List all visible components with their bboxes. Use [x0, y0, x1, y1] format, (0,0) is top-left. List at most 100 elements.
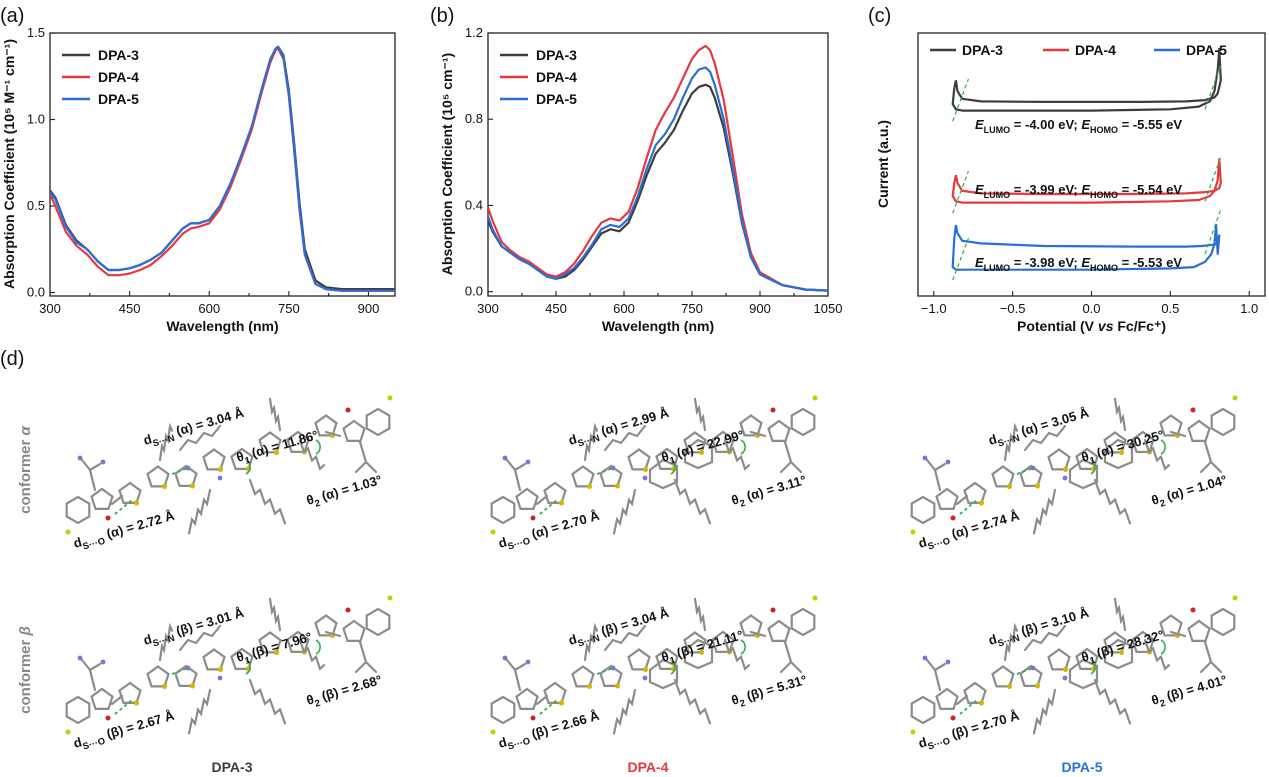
h-bond-s-o	[539, 499, 558, 515]
text-run: LUMO	[984, 263, 1011, 273]
text-run: d	[987, 631, 999, 648]
molecule-structure	[910, 595, 1238, 735]
text-run: θ	[730, 492, 741, 508]
distance-label-s-n: dS···N (β) = 3.01 Å	[142, 605, 247, 651]
ring-bond	[230, 647, 254, 670]
y-tick-label: 1.2	[465, 25, 483, 40]
panel-label-d: (d)	[0, 348, 24, 370]
ring-bond	[365, 607, 391, 637]
text-run: = -5.54 eV	[1118, 182, 1182, 197]
nitrogen-atom	[100, 659, 106, 665]
text-run: 2	[739, 698, 747, 709]
x-tick-label: −0.5	[1000, 301, 1026, 316]
onset-tangent	[952, 170, 970, 214]
alkyl-chain	[158, 422, 174, 462]
ring-bond	[991, 465, 1015, 488]
text-run: (β) = 2.68°	[316, 672, 383, 704]
alkyl-chain	[1023, 624, 1067, 652]
dicyano-bond	[925, 458, 947, 492]
text-run: θ	[1080, 649, 1091, 665]
text-run: 1	[244, 655, 252, 666]
oxygen-atom	[105, 515, 111, 521]
dicyano-bond	[80, 458, 102, 492]
molecule-structure	[910, 395, 1238, 535]
ring-bond	[767, 619, 791, 642]
alkyl-chain	[612, 488, 637, 535]
oxygen-atom	[950, 715, 956, 721]
sulfur-atom	[217, 466, 224, 472]
nitrogen-atom	[185, 665, 191, 671]
ring-bond	[767, 419, 791, 442]
distance-label-s-o: dS···O (α) = 2.74 Å	[917, 508, 1023, 554]
ring-bond	[1159, 614, 1183, 637]
series-group	[951, 47, 1222, 281]
torsion-label-theta2: θ2 (α) = 1.04°	[1150, 472, 1230, 511]
h-bond-s-n	[171, 667, 189, 675]
sulfur-atom	[698, 649, 705, 655]
text-run: E	[1081, 182, 1090, 197]
sulfur-atom	[1062, 666, 1069, 672]
ring-bond	[627, 448, 651, 471]
x-tick-label: 750	[681, 301, 703, 316]
torsion-arc	[245, 659, 251, 675]
alkyl-chain	[178, 424, 222, 452]
dicyano-bond	[505, 658, 527, 692]
phenyl-ring	[648, 458, 679, 490]
ring-bond	[1103, 631, 1127, 654]
nitrogen-atom	[922, 655, 928, 661]
molecule-name-label: DPA-3	[212, 759, 253, 775]
series-line-dpa-5	[951, 223, 1221, 271]
text-run: θ	[235, 449, 246, 465]
ring-bond	[65, 495, 91, 525]
oxygen-atom	[1190, 607, 1196, 613]
ring-bond	[490, 695, 516, 725]
alkyl-chain	[673, 478, 712, 525]
sulfur-atom	[978, 700, 985, 706]
phenyl-ring	[1068, 658, 1099, 690]
x-tick-label: 750	[278, 301, 300, 316]
sulfur-atom	[642, 466, 649, 472]
text-run: Fc/Fc⁺)	[1113, 318, 1166, 334]
ring-bond	[683, 631, 707, 654]
alkyl-chain	[1113, 397, 1127, 432]
text-run: = -3.98 eV;	[1010, 255, 1081, 270]
y-axis-title: Current (a.u.)	[875, 120, 891, 208]
text-run: S···O	[507, 736, 532, 752]
text-run: 1	[1089, 655, 1097, 666]
oxygen-atom	[345, 407, 351, 413]
legend-label: DPA-5	[536, 91, 577, 107]
alkyl-chain	[158, 622, 174, 662]
series-line-dpa-4	[488, 44, 828, 292]
ring-bond	[790, 407, 816, 437]
onset-tangent	[1204, 64, 1222, 110]
panel-label-c: (c)	[868, 5, 891, 27]
dicyano-bond	[1199, 640, 1223, 674]
text-run: 2	[739, 498, 747, 509]
text-run: 2	[1159, 498, 1167, 509]
nitrogen-atom	[217, 475, 223, 481]
onset-tangent	[952, 78, 970, 122]
text-run: d	[72, 534, 84, 551]
alkyl-chain	[298, 638, 326, 671]
text-run: 2	[314, 698, 322, 709]
torsion-arc	[245, 459, 251, 475]
series-line-dpa-3	[488, 83, 828, 292]
ring-bond	[790, 607, 816, 637]
oxygen-atom	[1190, 407, 1196, 413]
molecule-structure	[490, 595, 818, 735]
dicyano-bond	[1199, 440, 1223, 474]
series-line-dpa-5	[488, 66, 828, 292]
plot-frame	[49, 32, 396, 297]
dicyano-bond	[80, 658, 102, 692]
series-group	[488, 44, 828, 292]
torsion-arc	[740, 639, 746, 655]
y-tick-label: 0.4	[465, 197, 483, 212]
onset-tangent	[1204, 209, 1222, 255]
fluorine-atom	[910, 529, 916, 535]
nitrogen-atom	[945, 459, 951, 465]
text-run: S···O	[507, 536, 532, 552]
text-run: α	[17, 425, 34, 435]
text-run: d	[917, 534, 929, 551]
ring-bond	[1187, 619, 1211, 642]
x-tick-label: 1050	[814, 301, 843, 316]
